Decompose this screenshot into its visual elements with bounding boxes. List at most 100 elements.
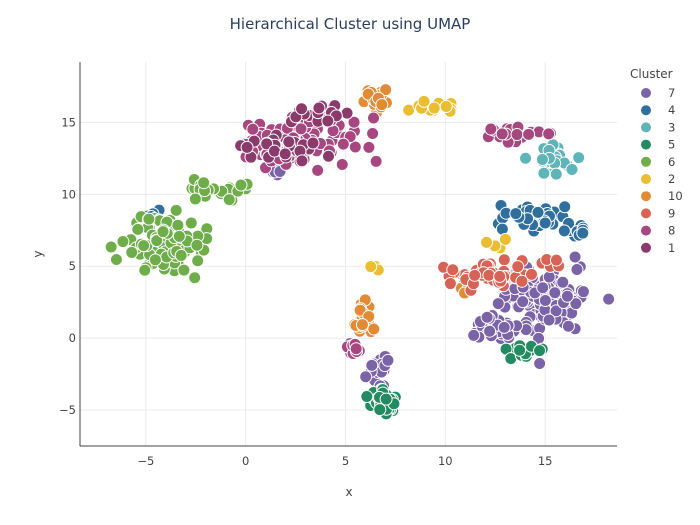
- y-axis-ticks: −5 0 5 10 15: [59, 115, 76, 417]
- point-cluster-6: [150, 234, 164, 248]
- point-cluster-8: [495, 127, 509, 141]
- point-cluster-9: [468, 268, 482, 282]
- point-cluster-1: [295, 102, 309, 116]
- point-cluster-4: [509, 207, 523, 221]
- legend-label: 5: [668, 138, 675, 152]
- legend-label: 10: [668, 189, 683, 203]
- point-cluster-8: [335, 158, 349, 172]
- point-cluster-7: [533, 357, 547, 371]
- point-cluster-3: [572, 151, 586, 165]
- point-cluster-7: [542, 313, 556, 327]
- legend-item-6[interactable]: 6: [640, 155, 676, 169]
- legend-label: 7: [668, 86, 675, 100]
- point-cluster-7: [602, 292, 616, 306]
- legend-item-2[interactable]: 2: [640, 172, 676, 186]
- point-cluster-6: [138, 263, 152, 277]
- point-cluster-7: [381, 353, 395, 367]
- point-cluster-7: [483, 324, 497, 338]
- point-cluster-4: [557, 224, 571, 238]
- point-cluster-6: [109, 252, 123, 266]
- point-cluster-2: [498, 232, 512, 246]
- y-axis-label: y: [31, 250, 45, 257]
- point-cluster-6: [190, 238, 204, 252]
- point-cluster-6: [172, 229, 186, 243]
- point-cluster-6: [131, 222, 145, 236]
- point-cluster-6: [234, 178, 248, 192]
- point-cluster-8: [367, 111, 381, 125]
- legend-item-10[interactable]: 10: [640, 189, 683, 203]
- point-cluster-7: [497, 320, 511, 334]
- point-cluster-7: [576, 285, 590, 299]
- x-axis-ticks: −5 0 5 10 15: [137, 454, 552, 468]
- point-cluster-6: [116, 235, 130, 249]
- point-cluster-8: [347, 115, 361, 129]
- point-cluster-5: [513, 343, 527, 357]
- x-axis-label: x: [345, 485, 352, 499]
- point-cluster-2: [417, 94, 431, 108]
- point-cluster-6: [188, 271, 202, 285]
- legend-item-8[interactable]: 8: [640, 224, 676, 238]
- legend[interactable]: Cluster 7 4 3 5 6 2 10 9 8 1: [630, 67, 683, 255]
- legend-label: 1: [668, 241, 675, 255]
- point-cluster-8: [542, 127, 556, 141]
- point-cluster-8: [484, 122, 498, 136]
- legend-item-5[interactable]: 5: [640, 138, 676, 152]
- point-cluster-6: [148, 253, 162, 267]
- point-cluster-7: [568, 250, 582, 264]
- point-cluster-6: [174, 248, 188, 262]
- point-cluster-7: [365, 358, 379, 372]
- legend-marker: [640, 104, 652, 117]
- x-tick-label: 5: [342, 454, 349, 468]
- legend-item-7[interactable]: 7: [640, 86, 676, 100]
- legend-marker: [640, 173, 652, 185]
- point-cluster-9: [443, 277, 457, 291]
- point-cluster-6: [222, 193, 236, 207]
- point-cluster-6: [188, 192, 202, 206]
- point-cluster-1: [278, 147, 292, 161]
- legend-label: 4: [668, 103, 675, 117]
- point-cluster-7: [467, 328, 481, 342]
- point-cluster-10: [367, 322, 381, 336]
- point-cluster-6: [142, 212, 156, 226]
- point-cluster-6: [184, 216, 198, 230]
- point-cluster-6: [169, 203, 183, 217]
- point-cluster-7: [549, 304, 563, 318]
- point-cluster-3: [519, 151, 533, 165]
- point-cluster-8: [294, 122, 308, 136]
- point-cluster-8: [349, 342, 363, 356]
- y-tick-label: 5: [69, 259, 76, 273]
- legend-marker: [640, 190, 652, 203]
- legend-title: Cluster: [630, 67, 673, 81]
- point-cluster-9: [549, 253, 563, 267]
- point-cluster-9: [525, 267, 539, 281]
- point-cluster-6: [125, 245, 139, 259]
- point-cluster-3: [565, 162, 579, 176]
- point-cluster-3: [537, 166, 551, 180]
- point-cluster-2: [364, 260, 378, 274]
- point-cluster-6: [104, 240, 118, 254]
- legend-item-1[interactable]: 1: [640, 241, 676, 255]
- point-cluster-1: [321, 149, 335, 163]
- point-cluster-4: [576, 226, 590, 240]
- legend-marker: [640, 87, 652, 99]
- data-points: [104, 83, 616, 421]
- point-cluster-7: [538, 293, 552, 307]
- legend-label: 6: [668, 155, 675, 169]
- legend-item-4[interactable]: 4: [640, 103, 676, 117]
- point-cluster-1: [295, 154, 309, 168]
- point-cluster-8: [510, 128, 524, 142]
- x-tick-label: −5: [137, 454, 154, 468]
- y-tick-label: −5: [59, 403, 76, 417]
- legend-item-3[interactable]: 3: [640, 120, 676, 134]
- point-cluster-8: [362, 140, 376, 154]
- point-cluster-5: [533, 344, 547, 358]
- point-cluster-1: [340, 106, 354, 120]
- point-cluster-9: [515, 274, 529, 288]
- y-tick-label: 15: [61, 115, 76, 129]
- point-cluster-8: [311, 163, 325, 177]
- point-cluster-9: [446, 263, 460, 277]
- point-cluster-7: [359, 370, 373, 384]
- legend-item-9[interactable]: 9: [640, 206, 676, 220]
- point-cluster-4: [538, 216, 552, 230]
- point-cluster-7: [536, 281, 550, 295]
